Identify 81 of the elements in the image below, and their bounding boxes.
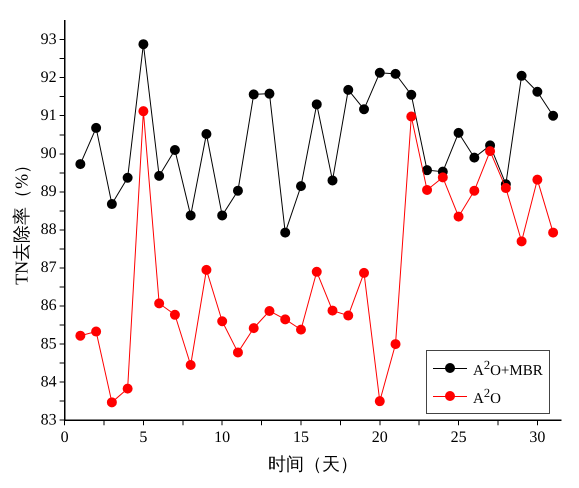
point (248, 323, 259, 334)
point (328, 175, 338, 186)
point (232, 347, 243, 358)
point (312, 266, 322, 277)
x-tick-label: 5 (139, 429, 148, 446)
point (122, 172, 133, 183)
y-tick-label: 93 (40, 30, 57, 48)
point (154, 298, 164, 308)
y-tick-label: 86 (40, 297, 57, 314)
point (138, 106, 148, 116)
point (422, 165, 432, 176)
y-tick-label: 88 (40, 221, 57, 238)
x-axis-title: 时间（天） (268, 454, 358, 474)
point (469, 152, 480, 163)
point (516, 70, 527, 81)
x-tick-label: 30 (529, 429, 546, 446)
point (280, 314, 290, 324)
point (359, 104, 370, 114)
point (232, 186, 243, 196)
point (454, 212, 464, 222)
point (343, 310, 354, 321)
y-tick-label: 85 (40, 335, 57, 352)
point (390, 339, 401, 350)
point (406, 112, 416, 122)
x-tick-label: 10 (214, 429, 230, 446)
x-tick-label: 15 (292, 429, 309, 446)
point (548, 228, 558, 238)
legend-label: A$^{2}$O (473, 385, 501, 410)
x-tick-label: 20 (372, 429, 388, 446)
point (374, 396, 385, 406)
y-tick-label: 91 (40, 106, 57, 124)
legend-label: A$^{2}$O+MBR (473, 357, 543, 382)
point (296, 181, 306, 192)
point (343, 84, 354, 95)
point (312, 99, 322, 110)
y-axis-title: TN去除率（%） (12, 156, 32, 285)
point (122, 384, 133, 394)
point (454, 128, 464, 138)
x-tick-label: 25 (450, 429, 467, 446)
point (91, 122, 102, 133)
point (485, 146, 496, 156)
point (264, 306, 274, 316)
point (516, 236, 527, 246)
point (296, 324, 306, 335)
point (500, 183, 511, 194)
point (75, 330, 86, 341)
point (248, 89, 259, 100)
point (328, 306, 338, 316)
point (280, 228, 290, 238)
y-tick-label: 84 (40, 373, 57, 390)
point (217, 210, 228, 220)
point (374, 68, 385, 78)
x-tick-label: 0 (60, 429, 69, 446)
point (138, 39, 148, 50)
point (406, 90, 416, 100)
point (170, 144, 180, 155)
point (532, 86, 542, 97)
point (264, 88, 274, 99)
y-tick-label: 89 (40, 183, 57, 200)
point (106, 199, 117, 210)
point (201, 264, 212, 275)
point (390, 68, 401, 79)
y-tick-label: 90 (40, 145, 57, 162)
point (201, 129, 212, 140)
point (217, 316, 228, 326)
point (106, 397, 117, 408)
y-tick-label: 87 (40, 259, 57, 276)
point (91, 326, 102, 337)
point (186, 360, 196, 370)
y-tick-label: 83 (40, 411, 57, 428)
point (532, 174, 542, 185)
point (438, 172, 448, 182)
point (548, 110, 558, 121)
point (75, 159, 86, 170)
point (170, 310, 180, 320)
point (186, 210, 196, 220)
point (422, 184, 432, 195)
y-tick-label: 92 (40, 68, 57, 86)
point (469, 186, 480, 196)
point (154, 170, 164, 181)
point (359, 268, 370, 278)
